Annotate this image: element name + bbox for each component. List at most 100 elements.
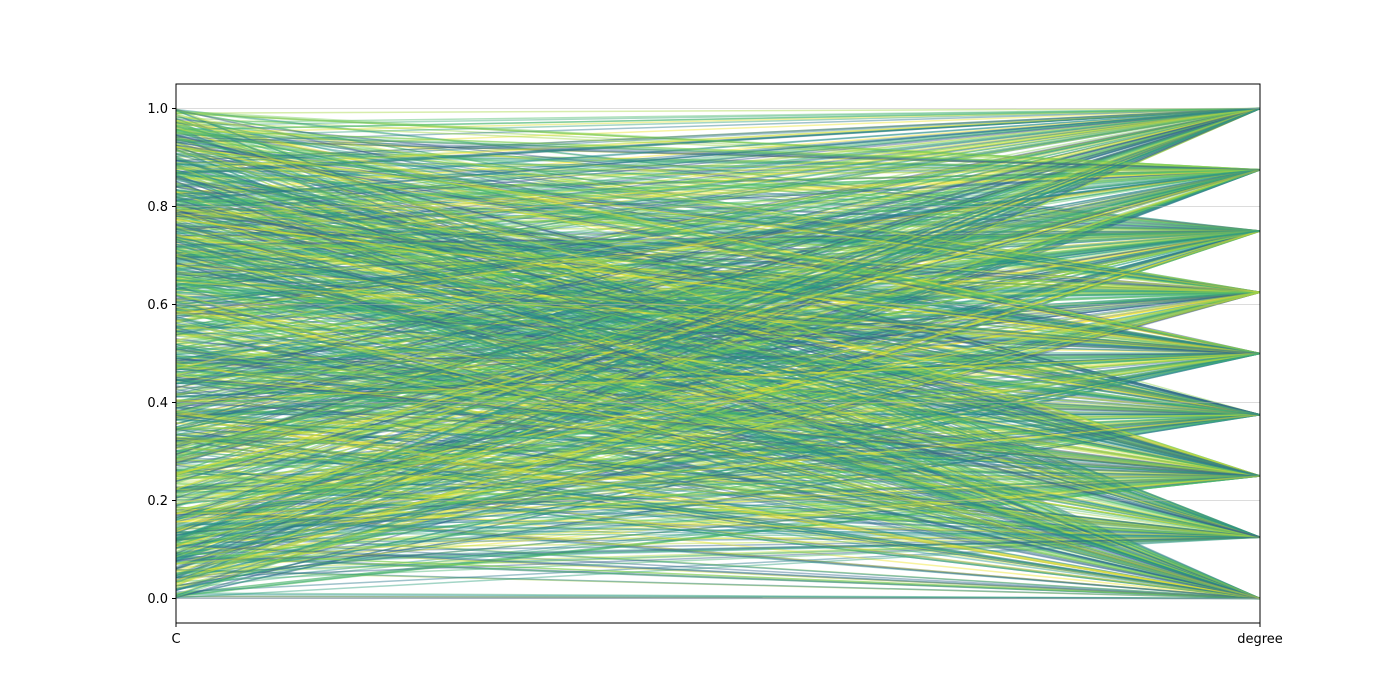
series-line [175, 230, 1261, 474]
series-line [175, 107, 1261, 531]
series-line [175, 254, 1261, 293]
series-line [175, 107, 1261, 244]
series-line [175, 352, 1261, 398]
series-line [175, 107, 1261, 271]
series-line [175, 318, 1261, 600]
series-line [175, 118, 1261, 355]
series-line [175, 475, 1261, 514]
series-line [175, 107, 1261, 202]
series-line [175, 250, 1261, 477]
series-line [175, 169, 1261, 523]
series-line [175, 209, 1261, 477]
series-line [175, 288, 1261, 355]
series-line [175, 230, 1261, 417]
series-line [175, 169, 1261, 422]
series-line [175, 246, 1261, 600]
series-line [175, 291, 1261, 420]
series-line [175, 107, 1261, 397]
series-line [175, 107, 1261, 198]
y-ticks: 0.0 0.2 0.4 0.6 0.8 1.0 [147, 102, 176, 607]
series-line [175, 230, 1261, 354]
series-line [175, 230, 1261, 554]
series-line [175, 230, 1261, 295]
series-line [175, 434, 1261, 477]
series-line [175, 263, 1261, 538]
series-line [175, 107, 1261, 474]
series-line [175, 414, 1261, 470]
series-line [175, 325, 1261, 355]
series-line [175, 378, 1261, 416]
series-line [175, 414, 1261, 492]
series-line [175, 291, 1261, 411]
series-line [175, 277, 1261, 355]
series-line [175, 437, 1261, 477]
series-line [175, 414, 1261, 529]
series-line [175, 352, 1261, 542]
series-line [175, 224, 1261, 416]
series-line [175, 536, 1261, 540]
series-line [175, 171, 1261, 600]
series-line [175, 107, 1261, 484]
series-line [175, 352, 1261, 560]
series-line [175, 230, 1261, 254]
series-line [175, 183, 1261, 477]
series-line [175, 169, 1261, 582]
series-line [175, 238, 1261, 600]
series-line [175, 169, 1261, 303]
series-line [175, 238, 1261, 477]
series-line [175, 107, 1261, 553]
series-line [175, 261, 1261, 355]
series-line [175, 278, 1261, 600]
series-line [175, 475, 1261, 488]
series-line [175, 230, 1261, 253]
series-line [175, 352, 1261, 495]
series-line [175, 169, 1261, 490]
series-line [175, 352, 1261, 370]
series-line [175, 110, 1261, 171]
series-line [175, 158, 1261, 477]
series-line [175, 107, 1261, 144]
series-line [175, 135, 1261, 355]
series-line [175, 294, 1261, 600]
series-line [175, 349, 1261, 600]
series-line [175, 415, 1261, 600]
series-line [175, 146, 1261, 355]
series-line [175, 230, 1261, 443]
series-line [175, 107, 1261, 456]
series-line [175, 141, 1261, 477]
series-line [175, 238, 1261, 600]
series-line [175, 172, 1261, 232]
series-line [175, 230, 1261, 234]
series-line [175, 291, 1261, 373]
series-line [175, 291, 1261, 477]
series-line [175, 481, 1261, 538]
series-line [175, 121, 1261, 355]
series-line [175, 116, 1261, 171]
series-line [175, 413, 1261, 477]
series-line [175, 291, 1261, 549]
series-line [175, 230, 1261, 409]
series-line [175, 255, 1261, 477]
series-line [175, 291, 1261, 310]
series-line [175, 165, 1261, 600]
series-line [175, 318, 1261, 477]
series-line [175, 352, 1261, 397]
series-line [175, 475, 1261, 557]
series-line [175, 352, 1261, 365]
series-line [175, 169, 1261, 413]
series-line [175, 459, 1261, 477]
series-line [175, 426, 1261, 538]
series-line [175, 536, 1261, 564]
series-line [175, 230, 1261, 431]
series-line [175, 291, 1261, 396]
series-line [175, 230, 1261, 474]
series-line [175, 107, 1261, 240]
series-line [175, 290, 1261, 416]
series-line [175, 285, 1261, 355]
series-line [175, 287, 1261, 416]
series-line [175, 169, 1261, 205]
series-line [175, 248, 1261, 416]
series-line [175, 195, 1261, 538]
series-line [175, 169, 1261, 412]
series-line [175, 156, 1261, 538]
